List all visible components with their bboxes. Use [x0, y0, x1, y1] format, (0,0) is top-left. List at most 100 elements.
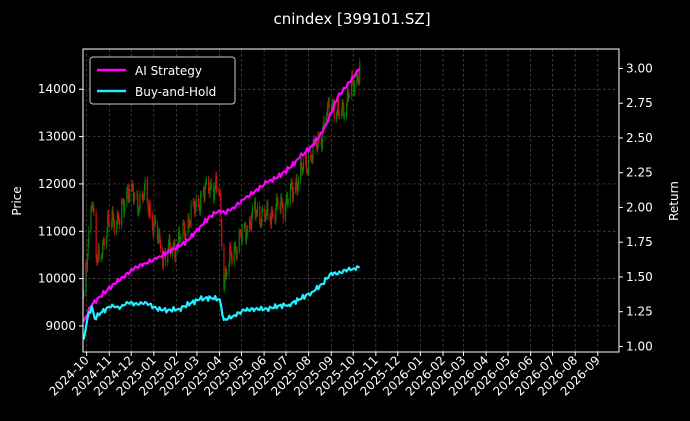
- candle-body: [281, 201, 283, 206]
- candle-body: [175, 251, 177, 259]
- candle-body: [321, 141, 323, 149]
- candle-body: [208, 191, 210, 194]
- candle-body: [297, 186, 299, 193]
- candle-body: [269, 216, 271, 220]
- candle-body: [102, 239, 105, 243]
- candle-body: [274, 216, 276, 221]
- candle-body: [146, 179, 148, 202]
- candle-body: [182, 222, 184, 237]
- candle-body: [118, 221, 121, 226]
- candle-body: [305, 155, 307, 163]
- candle-body: [245, 224, 247, 241]
- candle-body: [219, 192, 221, 198]
- legend[interactable]: AI Strategy Buy-and-Hold: [89, 56, 236, 105]
- candle-body: [107, 213, 110, 224]
- candle-body: [290, 182, 292, 188]
- candle-body: [328, 100, 330, 110]
- y-axis-label-left: Price: [10, 186, 24, 215]
- candle-body: [312, 143, 314, 161]
- candle-body: [164, 251, 167, 263]
- candle-body: [200, 193, 202, 195]
- candle-body: [234, 245, 236, 247]
- candle-body: [132, 184, 134, 188]
- candle-body: [240, 233, 243, 242]
- candle-body: [148, 208, 150, 215]
- candle-body: [335, 115, 337, 119]
- candle-body: [190, 204, 192, 224]
- candle-body: [124, 202, 126, 215]
- candle-body: [121, 200, 124, 202]
- candle-body: [243, 224, 245, 227]
- candle-body: [280, 196, 282, 211]
- candle-body: [302, 169, 304, 172]
- candle-body: [194, 205, 197, 214]
- candle-body: [256, 205, 259, 214]
- candle-body: [215, 175, 217, 185]
- candle-body: [178, 230, 180, 245]
- candle-body: [205, 179, 208, 182]
- candle-body: [86, 262, 88, 270]
- right-tick-label: 1.00: [626, 339, 653, 353]
- candle-body: [248, 219, 251, 229]
- candle-body: [249, 219, 251, 226]
- candle-body: [117, 214, 119, 217]
- candle-body: [173, 243, 175, 245]
- candle-body: [122, 200, 124, 202]
- candle-body: [149, 203, 151, 216]
- candle-body: [313, 139, 315, 144]
- candle-body: [287, 201, 289, 204]
- chart-title: cnindex [399101.SZ]: [273, 10, 430, 28]
- candle-body: [97, 258, 99, 263]
- candle-body: [139, 193, 141, 209]
- candle-body: [110, 224, 113, 226]
- candle-body: [96, 257, 98, 263]
- candle-body: [223, 245, 225, 289]
- candle-body: [123, 200, 125, 215]
- candle-body: [241, 226, 243, 242]
- candle-body: [172, 244, 175, 247]
- candle-body: [169, 237, 171, 247]
- candle-body: [199, 194, 202, 212]
- candle-body: [103, 239, 105, 246]
- candle-body: [266, 202, 268, 213]
- candle-body: [341, 102, 343, 113]
- candle-body: [235, 250, 237, 257]
- left-tick-label: 14000: [38, 82, 76, 96]
- candle-body: [270, 219, 272, 225]
- candle-body: [244, 224, 246, 226]
- candle-body: [279, 206, 281, 211]
- candle-body: [216, 175, 218, 192]
- candle-body: [83, 292, 85, 296]
- candle-body: [332, 102, 335, 104]
- candle-body: [197, 199, 199, 203]
- candle-body: [143, 186, 145, 197]
- candle-body: [342, 102, 344, 106]
- candle-body: [343, 115, 346, 117]
- candle-body: [144, 179, 146, 187]
- right-tick-label: 3.00: [626, 61, 653, 75]
- candle-body: [358, 81, 360, 83]
- candle-body: [260, 222, 262, 226]
- candle-body: [142, 195, 144, 200]
- right-tick-label: 1.75: [626, 235, 653, 249]
- candle-body: [97, 246, 99, 259]
- candle-body: [285, 200, 287, 206]
- candle-body: [203, 189, 205, 200]
- candle-body: [239, 232, 241, 234]
- candle-body: [284, 205, 286, 219]
- candle-body: [105, 237, 107, 246]
- candle-body: [265, 212, 267, 217]
- candle-body: [167, 243, 170, 253]
- candle-body: [95, 213, 97, 258]
- candle-body: [291, 182, 293, 186]
- candle-body: [178, 230, 180, 240]
- candle-body: [90, 209, 92, 231]
- candle-body: [277, 201, 279, 207]
- candle-body: [153, 221, 155, 235]
- candle-body: [256, 213, 258, 215]
- candle-body: [294, 185, 297, 192]
- candle-body: [230, 252, 232, 256]
- candle-body: [281, 196, 283, 202]
- candle-body: [326, 112, 328, 123]
- candle-body: [240, 232, 242, 234]
